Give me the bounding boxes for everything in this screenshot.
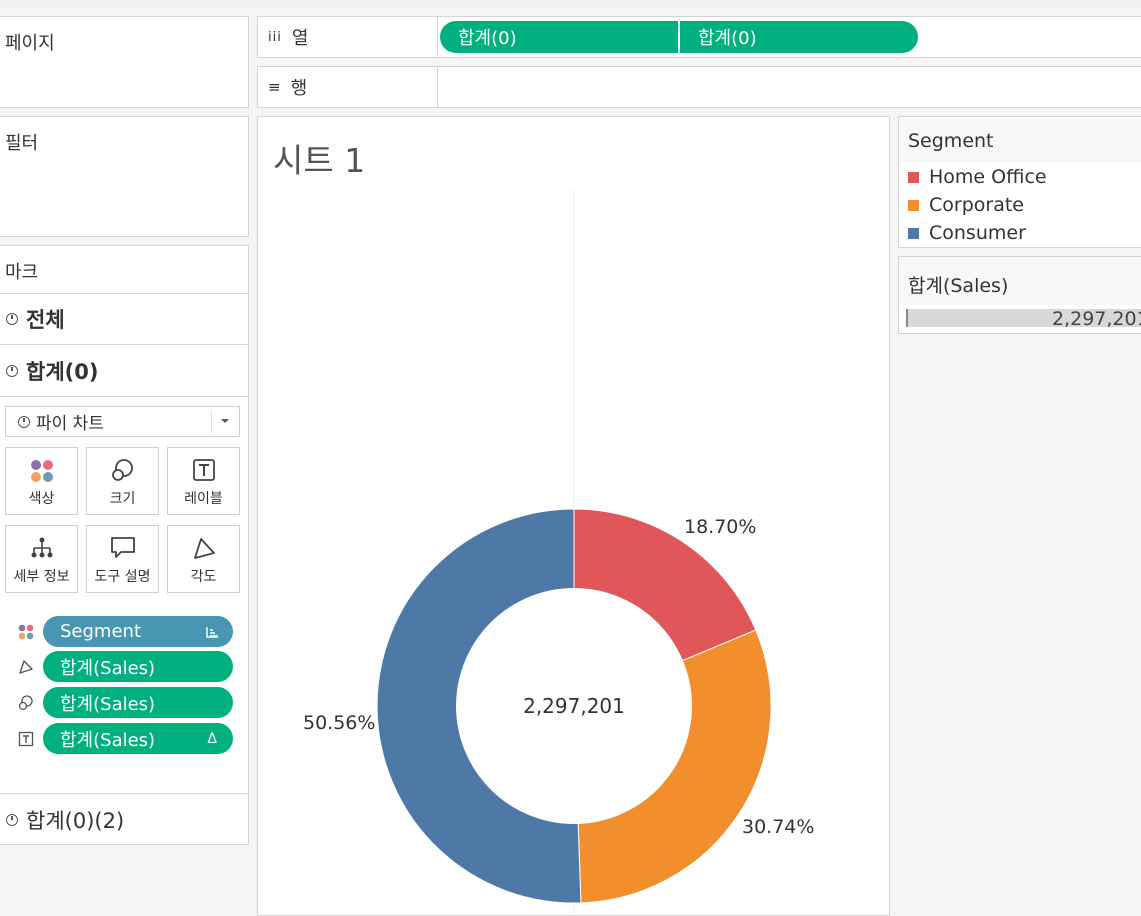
sheet-title: 시트 1 [273, 141, 366, 180]
top-toolbar-strip [0, 0, 1141, 8]
angle-wedge-icon [193, 538, 215, 559]
sales-label-pill-label: 합계(Sales) [60, 729, 156, 751]
label-card[interactable]: 레이블 [167, 447, 240, 515]
marks-layer2-row[interactable]: 합계(0)(2) [0, 793, 249, 845]
marks-all-row[interactable]: 전체 [0, 293, 249, 345]
color-palette-icon [30, 460, 53, 482]
slice-label-consumer: 50.56% [303, 712, 375, 734]
center-total-label: 2,297,201 [523, 694, 625, 718]
size-card[interactable]: 크기 [86, 447, 159, 515]
segment-pill-label: Segment [60, 621, 141, 642]
size-legend-header [899, 257, 1141, 305]
column-pill-2-label: 합계(0) [698, 28, 757, 49]
legend-item-label: Home Office [929, 166, 1047, 188]
rows-icon: ≡ [268, 78, 281, 96]
size-card-label: 크기 [109, 491, 136, 507]
segment-color-pill[interactable]: Segment [43, 616, 233, 647]
speech-bubble-icon [110, 537, 135, 558]
segment-legend-header [899, 117, 1141, 163]
mark-type-dropdown[interactable]: 파이 차트 [5, 406, 240, 437]
chevron-down-icon[interactable] [221, 419, 229, 423]
angle-card-label: 각도 [190, 569, 217, 585]
tooltip-card[interactable]: 도구 설명 [86, 525, 159, 593]
segment-legend-title: Segment [908, 130, 994, 152]
pie-mark-icon [6, 813, 18, 826]
column-pill-1-label: 합계(0) [458, 28, 517, 49]
marks-card: 마크 전체 합계(0) 파이 차트 색상 크기 레이블 [0, 245, 249, 845]
columns-shelf-label: iii 열 [258, 17, 438, 57]
sales-size-pill-label: 합계(Sales) [60, 693, 156, 715]
segment-legend[interactable]: Segment [898, 116, 1141, 248]
pie-mark-icon [6, 364, 18, 377]
size-legend-value: 2,297,201 [1052, 308, 1141, 330]
color-palette-icon [18, 624, 34, 640]
sales-size-pill[interactable]: 합계(Sales) [43, 687, 233, 718]
columns-icon: iii [268, 29, 282, 45]
mark-type-label: 파이 차트 [36, 414, 104, 434]
hierarchy-detail-icon [31, 537, 52, 558]
text-label-icon [192, 459, 215, 481]
tooltip-card-label: 도구 설명 [94, 569, 151, 585]
size-legend[interactable]: 합계(Sales) 2,297,201 [898, 256, 1141, 334]
marks-layer1-label: 합계(0) [26, 359, 99, 384]
legend-item-corporate[interactable]: Corporate [908, 194, 1024, 216]
size-circles-icon [18, 695, 33, 711]
rows-shelf-label: ≡ 행 [258, 67, 438, 107]
pages-shelf-title: 페이지 [5, 33, 55, 54]
legend-item-consumer[interactable]: Consumer [908, 222, 1026, 244]
rows-shelf-text: 행 [290, 78, 308, 99]
dropdown-divider [211, 411, 212, 433]
size-legend-bar [906, 309, 1141, 327]
legend-item-home-office[interactable]: Home Office [908, 166, 1047, 188]
text-label-icon [18, 731, 34, 747]
sort-icon [206, 627, 218, 638]
size-circles-icon [111, 459, 133, 481]
donut-chart[interactable]: 2,297,201 18.70% 30.74% 50.56% [258, 117, 889, 913]
legend-item-label: Consumer [929, 222, 1026, 244]
legend-swatch [908, 199, 919, 211]
sales-angle-pill[interactable]: 합계(Sales) [43, 651, 233, 682]
marks-card-title: 마크 [5, 262, 39, 283]
donut-hole [456, 588, 692, 824]
angle-wedge-icon [19, 660, 33, 674]
legend-swatch [908, 171, 919, 183]
sheet-view[interactable]: 시트 1 2,297,201 18.70% 30.74% 50.56% [257, 116, 890, 916]
detail-card[interactable]: 세부 정보 [5, 525, 78, 593]
pie-mark-icon [6, 313, 18, 325]
pages-shelf[interactable]: 페이지 [0, 16, 249, 108]
delta-icon: Δ [207, 730, 217, 747]
color-card[interactable]: 색상 [5, 447, 78, 515]
filters-shelf-title: 필터 [5, 133, 39, 154]
filters-shelf[interactable]: 필터 [0, 116, 249, 237]
slice-label-corporate: 30.74% [742, 816, 814, 838]
color-card-label: 색상 [28, 491, 55, 507]
legend-item-label: Corporate [929, 194, 1024, 216]
column-pill-2[interactable]: 합계(0) [680, 21, 918, 53]
marks-layer2-label: 합계(0)(2) [26, 808, 125, 833]
sales-label-pill[interactable]: 합계(Sales) Δ [43, 723, 233, 754]
sales-angle-pill-label: 합계(Sales) [60, 657, 156, 679]
label-card-label: 레이블 [184, 491, 223, 507]
column-pill-1[interactable]: 합계(0) [440, 21, 678, 53]
rows-shelf[interactable]: ≡ 행 [257, 66, 1141, 108]
marks-all-label: 전체 [26, 308, 65, 332]
legend-swatch [908, 227, 919, 239]
size-legend-title: 합계(Sales) [908, 275, 1009, 297]
angle-card[interactable]: 각도 [167, 525, 240, 593]
slice-label-home-office: 18.70% [684, 516, 756, 538]
marks-layer1-row[interactable]: 합계(0) [0, 345, 249, 397]
columns-shelf-text: 열 [291, 28, 309, 49]
pie-mark-icon [18, 415, 30, 428]
detail-card-label: 세부 정보 [13, 569, 70, 585]
